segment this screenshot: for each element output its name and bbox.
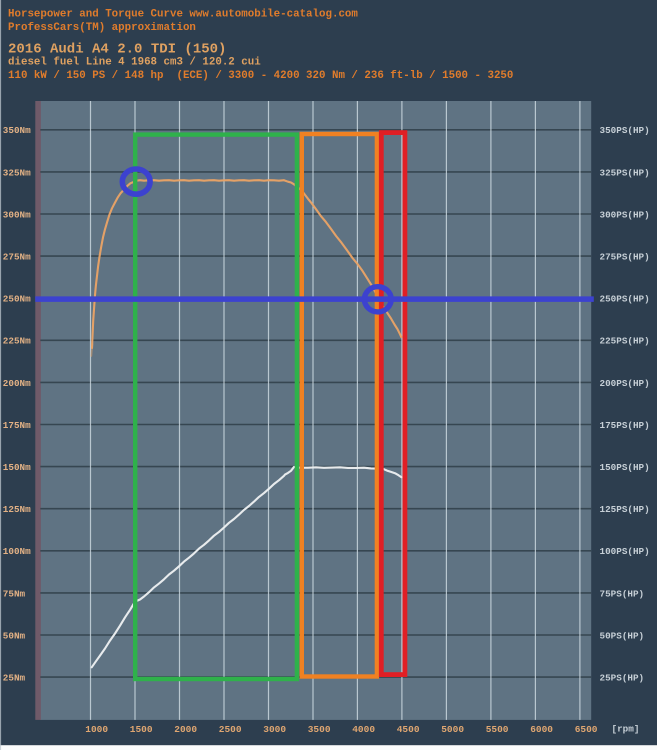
svg-text:200Nm: 200Nm	[3, 378, 31, 389]
svg-text:2000: 2000	[174, 724, 197, 735]
svg-text:350Nm: 350Nm	[3, 125, 31, 136]
svg-text:diesel fuel Line 4 1968 cm3 /: diesel fuel Line 4 1968 cm3 / 120.2 cui	[8, 57, 261, 69]
svg-text:150PS(HP): 150PS(HP)	[600, 462, 650, 473]
svg-text:350PS(HP): 350PS(HP)	[600, 125, 650, 136]
svg-text:75PS(HP): 75PS(HP)	[600, 588, 645, 599]
svg-text:200PS(HP): 200PS(HP)	[600, 378, 650, 389]
svg-text:25PS(HP): 25PS(HP)	[600, 673, 645, 684]
svg-text:75Nm: 75Nm	[3, 588, 26, 599]
svg-text:25Nm: 25Nm	[3, 673, 26, 684]
svg-text:50PS(HP): 50PS(HP)	[600, 630, 645, 641]
svg-text:50Nm: 50Nm	[3, 630, 26, 641]
svg-text:325Nm: 325Nm	[3, 167, 31, 178]
svg-text:4000: 4000	[352, 724, 375, 735]
svg-text:2500: 2500	[219, 724, 242, 735]
svg-text:100Nm: 100Nm	[3, 546, 31, 557]
svg-text:1000: 1000	[85, 724, 108, 735]
svg-text:2016 Audi A4 2.0 TDI (150): 2016 Audi A4 2.0 TDI (150)	[8, 41, 226, 57]
svg-text:ProfessCars(TM) approximation: ProfessCars(TM) approximation	[8, 22, 196, 34]
svg-text:325PS(HP): 325PS(HP)	[600, 167, 650, 178]
svg-text:1500: 1500	[130, 724, 153, 735]
svg-text:225Nm: 225Nm	[3, 336, 31, 347]
svg-text:5000: 5000	[441, 724, 464, 735]
svg-text:5500: 5500	[486, 724, 509, 735]
svg-text:175PS(HP): 175PS(HP)	[600, 420, 650, 431]
svg-text:3000: 3000	[263, 724, 286, 735]
svg-text:300PS(HP): 300PS(HP)	[600, 209, 650, 220]
svg-text:3500: 3500	[308, 724, 331, 735]
svg-text:6000: 6000	[530, 724, 553, 735]
svg-text:4500: 4500	[397, 724, 420, 735]
svg-text:Horsepower and Torque Curve ww: Horsepower and Torque Curve www.automobi…	[8, 9, 358, 21]
svg-text:175Nm: 175Nm	[3, 420, 31, 431]
svg-text:225PS(HP): 225PS(HP)	[600, 336, 650, 347]
svg-text:150Nm: 150Nm	[3, 462, 31, 473]
svg-text:250Nm: 250Nm	[3, 294, 31, 305]
svg-text:125PS(HP): 125PS(HP)	[600, 504, 650, 515]
svg-text:100PS(HP): 100PS(HP)	[600, 546, 650, 557]
svg-text:110 kW / 150 PS / 148 hp (ECE: 110 kW / 150 PS / 148 hp (ECE) / 3300 - …	[8, 70, 513, 82]
svg-text:125Nm: 125Nm	[3, 504, 31, 515]
svg-text:6500: 6500	[575, 724, 598, 735]
svg-text:300Nm: 300Nm	[3, 209, 31, 220]
svg-text:250PS(HP): 250PS(HP)	[600, 294, 650, 305]
svg-text:[rpm]: [rpm]	[612, 724, 640, 735]
svg-text:275PS(HP): 275PS(HP)	[600, 252, 650, 263]
svg-text:275Nm: 275Nm	[3, 252, 31, 263]
